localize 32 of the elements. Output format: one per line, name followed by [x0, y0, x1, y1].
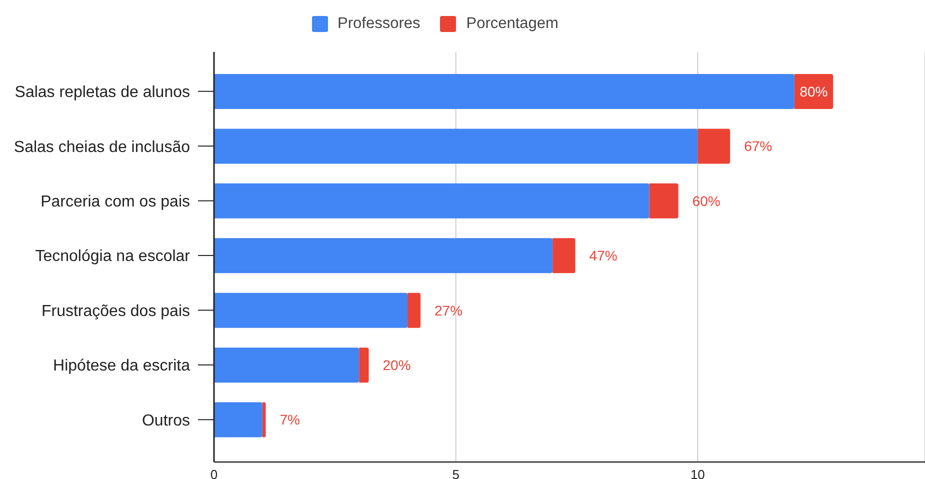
bar [407, 292, 421, 328]
y-tick-label: Parceria com os pais [40, 193, 190, 210]
bar [262, 402, 266, 438]
data-label: 67% [744, 138, 772, 154]
data-label: 47% [589, 248, 618, 264]
data-label: 27% [434, 302, 463, 318]
y-tick-label: Outros [142, 412, 190, 430]
bar [214, 292, 408, 328]
y-tick-label: Tecnológia na escolar [35, 248, 191, 266]
y-tick-label: Salas repletas de alunos [14, 84, 190, 102]
bar [214, 348, 360, 383]
y-tick-label: Hipótese da escrita [53, 358, 190, 375]
bar [214, 74, 794, 109]
data-label: 7% [280, 412, 300, 428]
bar [698, 128, 730, 164]
bar [359, 348, 369, 383]
data-label: 80% [800, 83, 828, 100]
bar [214, 183, 650, 218]
legend-label: Professores [338, 14, 420, 34]
bar [649, 183, 678, 218]
bar [214, 128, 698, 164]
data-label: 60% [692, 192, 720, 209]
bar [214, 238, 553, 274]
x-tick-label: 10 [690, 467, 705, 479]
x-tick-label: 0 [210, 467, 218, 479]
y-tick-label: Salas cheias de inclusão [14, 138, 190, 156]
legend-label: Porcentagem [466, 14, 558, 34]
data-label: 20% [382, 356, 411, 373]
bar [552, 238, 576, 274]
y-tick-label: Frustrações dos pais [41, 302, 190, 320]
bar [214, 402, 262, 438]
x-tick-label: 5 [452, 467, 460, 479]
